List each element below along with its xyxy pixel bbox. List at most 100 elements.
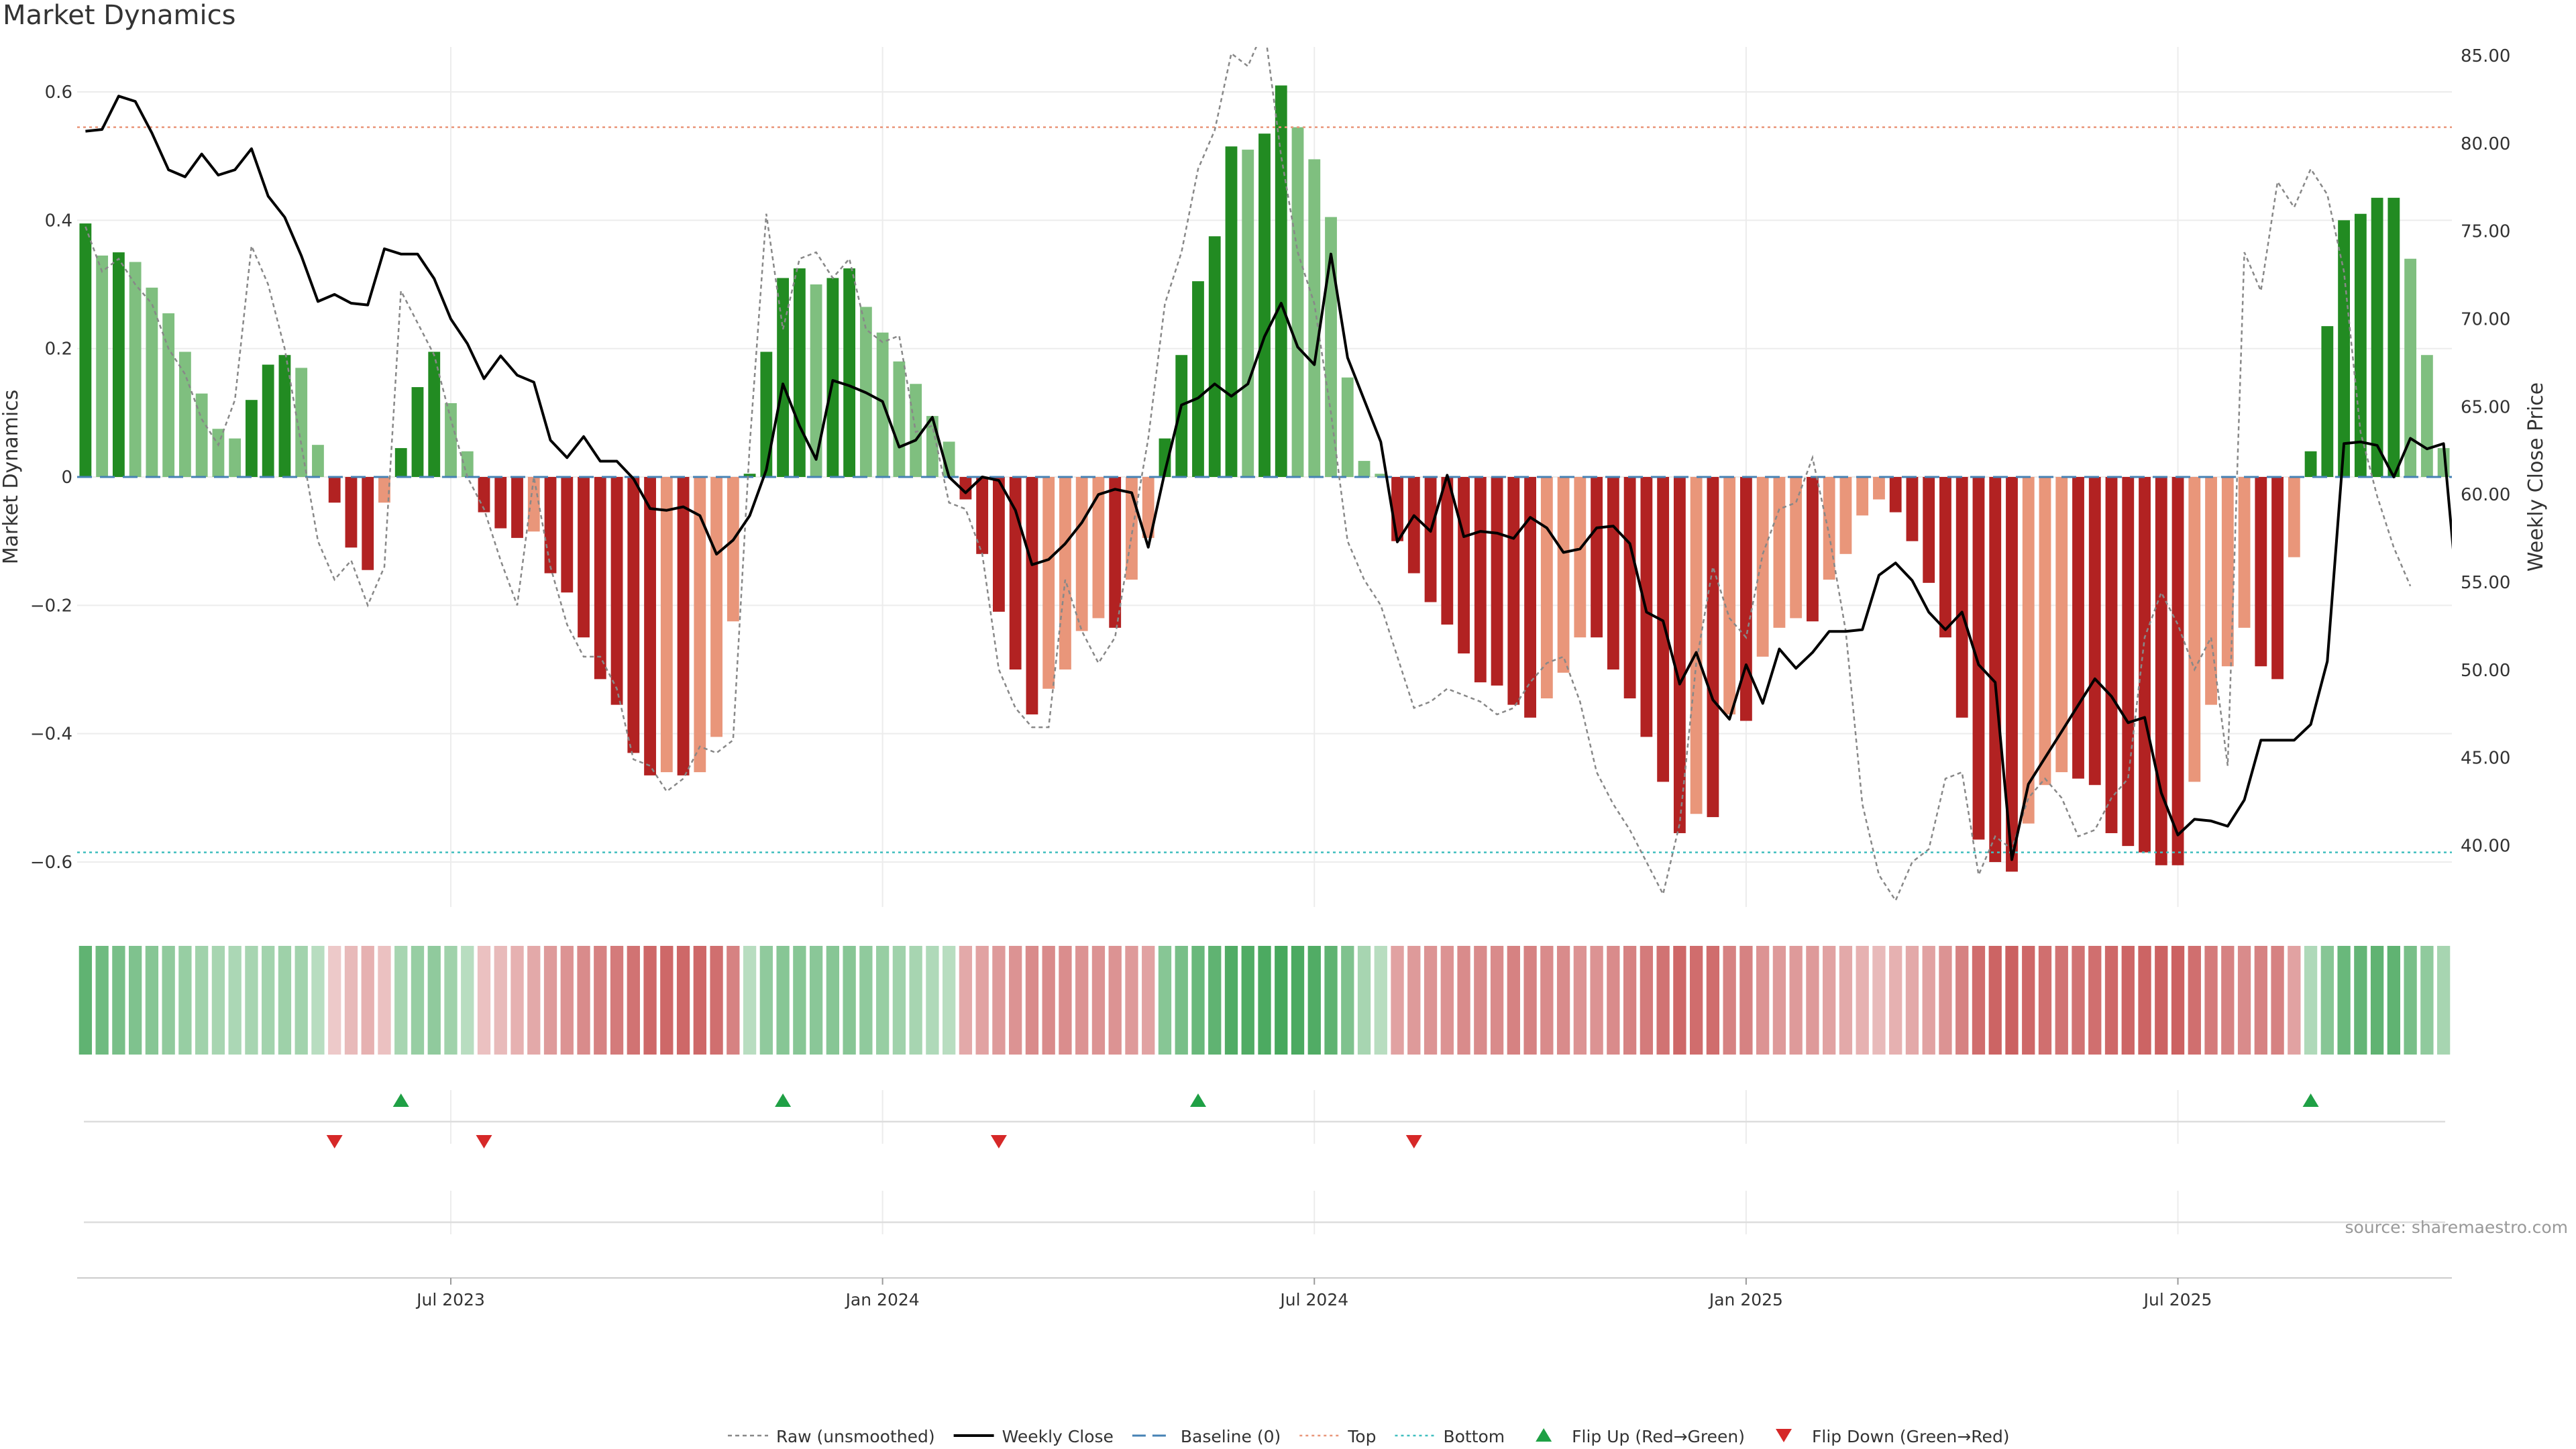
momentum-bar	[777, 278, 790, 477]
momentum-bar	[195, 393, 208, 477]
flip-up-marker	[1189, 1093, 1206, 1107]
heat-cell	[743, 946, 757, 1055]
momentum-bar	[644, 477, 656, 775]
momentum-bar	[2055, 477, 2068, 773]
momentum-bar	[527, 477, 540, 532]
heat-cell	[394, 946, 408, 1055]
heat-cell	[676, 946, 690, 1055]
heat-cell	[1623, 946, 1637, 1055]
heat-cell	[1939, 946, 1952, 1055]
momentum-bar	[1275, 85, 1287, 478]
heat-cell	[1756, 946, 1770, 1055]
heat-cell	[793, 946, 806, 1055]
heat-cell	[2370, 946, 2384, 1055]
heat-cell	[843, 946, 856, 1055]
legend-swatch-flip-down	[1776, 1429, 1792, 1442]
momentum-bar	[826, 278, 839, 477]
momentum-bar	[295, 368, 308, 477]
heat-cell	[577, 946, 590, 1055]
momentum-bar	[760, 352, 773, 477]
heat-cell	[1324, 946, 1338, 1055]
heat-cell	[262, 946, 275, 1055]
momentum-bar	[1972, 477, 1985, 840]
momentum-bar	[1258, 133, 1271, 477]
momentum-bar	[1407, 477, 1420, 574]
momentum-bar	[2288, 477, 2300, 557]
heat-cell	[1556, 946, 1570, 1055]
heat-cell	[1673, 946, 1686, 1055]
heat-cell	[427, 946, 441, 1055]
heat-cell	[1988, 946, 2002, 1055]
momentum-bar	[694, 477, 706, 773]
heat-cell	[1357, 946, 1371, 1055]
heat-cell	[162, 946, 175, 1055]
heat-cell	[2320, 946, 2334, 1055]
heat-cell	[1407, 946, 1421, 1055]
heat-cell	[2288, 946, 2301, 1055]
y-tick-label-right: 45.00	[2461, 749, 2510, 769]
legend-swatch-flip-up	[1536, 1428, 1552, 1442]
momentum-bar	[1574, 477, 1587, 638]
heat-cell	[145, 946, 159, 1055]
heat-cell	[560, 946, 574, 1055]
heat-cell	[1075, 946, 1089, 1055]
heat-cell	[2155, 946, 2168, 1055]
heat-cell	[1391, 946, 1404, 1055]
momentum-bar	[162, 313, 175, 477]
momentum-bar	[1491, 477, 1503, 686]
heat-cell	[2005, 946, 2019, 1055]
heat-cell	[2436, 946, 2451, 1055]
momentum-bar	[594, 477, 606, 680]
heat-cell	[1440, 946, 1454, 1055]
heat-cell	[1640, 946, 1654, 1055]
heat-cell	[278, 946, 292, 1055]
momentum-bar	[1059, 477, 1071, 670]
y-tick-label-right: 80.00	[2461, 134, 2510, 154]
heat-cell	[361, 946, 374, 1055]
heat-cell	[2337, 946, 2351, 1055]
momentum-bar	[710, 477, 722, 737]
momentum-bar	[2039, 477, 2051, 786]
momentum-bar	[1192, 281, 1204, 477]
y-tick-label-right: 50.00	[2461, 661, 2510, 681]
momentum-bar	[627, 477, 640, 753]
momentum-bar	[1989, 477, 2002, 863]
flip-down-marker	[326, 1135, 343, 1148]
heat-cell	[727, 946, 740, 1055]
momentum-bar	[1756, 477, 1769, 657]
heat-cell	[594, 946, 607, 1055]
heat-cell	[195, 946, 209, 1055]
momentum-bar	[262, 364, 274, 477]
heat-cell	[710, 946, 723, 1055]
momentum-bar	[246, 400, 258, 477]
x-tick-label: Jul 2025	[2143, 1290, 2212, 1309]
momentum-bar	[2088, 477, 2101, 786]
momentum-bar	[2338, 220, 2351, 477]
momentum-bar	[610, 477, 623, 705]
momentum-bar	[1308, 159, 1321, 478]
flip-up-marker	[775, 1093, 792, 1107]
heat-cell	[2354, 946, 2367, 1055]
heat-cell	[1772, 946, 1786, 1055]
momentum-bar	[2271, 477, 2284, 680]
heat-cell	[2237, 946, 2251, 1055]
heat-cell	[1275, 946, 1288, 1055]
momentum-bar	[112, 252, 125, 477]
heat-cell	[2104, 946, 2118, 1055]
y-tick-label-left: −0.4	[30, 724, 72, 745]
momentum-bar	[1873, 477, 1885, 500]
momentum-bar	[79, 223, 92, 477]
y-tick-label-left: −0.2	[30, 596, 72, 616]
legend-label-flip-up: Flip Up (Red→Green)	[1572, 1427, 1745, 1446]
heat-cell	[1474, 946, 1487, 1055]
momentum-bar	[2122, 477, 2135, 847]
momentum-bar	[1341, 377, 1354, 477]
flip-down-marker	[476, 1135, 492, 1148]
momentum-bar	[1009, 477, 1022, 670]
momentum-bar	[212, 429, 225, 477]
momentum-bar	[2371, 197, 2383, 477]
momentum-bar	[2420, 355, 2433, 477]
heat-cell	[826, 946, 840, 1055]
heat-cell	[527, 946, 541, 1055]
legend-label-close: Weekly Close	[1002, 1427, 1114, 1446]
